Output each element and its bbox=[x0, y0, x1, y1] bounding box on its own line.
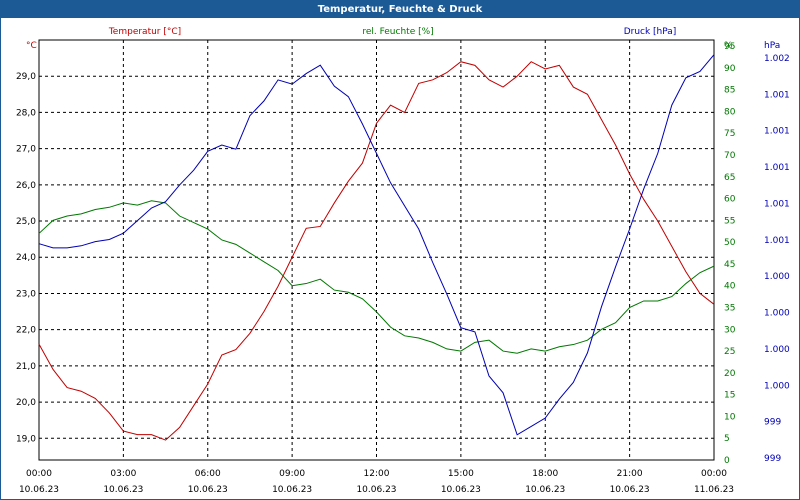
plot-area-frame bbox=[38, 39, 715, 461]
x-date-label: 10.06.23 bbox=[441, 485, 481, 495]
x-date-label: 10.06.23 bbox=[103, 485, 143, 495]
humidity-tick-label: 60 bbox=[724, 195, 736, 205]
humidity-tick-label: 90 bbox=[724, 64, 736, 74]
pressure-tick-label: 999 bbox=[764, 454, 781, 464]
grid-lines bbox=[39, 40, 714, 460]
temperature-tick-label: 28,0 bbox=[16, 108, 36, 118]
humidity-tick-label: 45 bbox=[724, 260, 735, 270]
humidity-tick-label: 30 bbox=[724, 325, 736, 335]
x-time-label: 15:00 bbox=[448, 469, 474, 479]
pressure-tick-label: 999 bbox=[764, 418, 781, 428]
humidity-tick-label: 5 bbox=[724, 434, 730, 444]
temperature-tick-label: 24,0 bbox=[16, 253, 36, 263]
humidity-tick-label: 0 bbox=[724, 456, 730, 466]
x-time-label: 00:00 bbox=[26, 469, 52, 479]
pressure-tick-label: 1.001 bbox=[764, 236, 790, 246]
x-time-label: 00:00 bbox=[701, 469, 727, 479]
humidity-tick-label: 25 bbox=[724, 347, 735, 357]
humidity-tick-label: 85 bbox=[724, 86, 735, 96]
humidity-tick-label: 20 bbox=[724, 369, 736, 379]
temperature-tick-label: 21,0 bbox=[16, 362, 36, 372]
temperature-tick-label: 20,0 bbox=[16, 398, 36, 408]
humidity-tick-label: 40 bbox=[724, 282, 736, 292]
series-line-humidity bbox=[38, 200, 715, 354]
x-time-label: 12:00 bbox=[364, 469, 390, 479]
pressure-tick-label: 1.001 bbox=[764, 163, 790, 173]
x-date-label: 10.06.23 bbox=[19, 485, 59, 495]
x-date-label: 10.06.23 bbox=[610, 485, 650, 495]
temperature-tick-label: 23,0 bbox=[16, 289, 36, 299]
humidity-tick-label: 70 bbox=[724, 151, 736, 161]
x-date-label: 10.06.23 bbox=[356, 485, 396, 495]
humidity-tick-label: 75 bbox=[724, 129, 735, 139]
series-line-pressure bbox=[38, 54, 715, 436]
temperature-tick-label: 25,0 bbox=[16, 217, 36, 227]
temperature-tick-label: 26,0 bbox=[16, 181, 36, 191]
axis-labels: 19,0 20,0 21,0 22,0 23,0 24,0 25,0 26,0 27,0 28,0… bbox=[16, 41, 790, 495]
x-date-label: 10.06.23 bbox=[525, 485, 565, 495]
pressure-unit-label: hPa bbox=[764, 41, 780, 51]
humidity-tick-label: 10 bbox=[724, 412, 736, 422]
humidity-tick-label: 50 bbox=[724, 238, 736, 248]
temperature-tick-label: 19,0 bbox=[16, 434, 36, 444]
x-time-label: 21:00 bbox=[617, 469, 643, 479]
x-date-label: 11.06.23 bbox=[694, 485, 734, 495]
axis-titles: Temperatur [°C] rel. Feuchte [%] Druck [hP… bbox=[108, 27, 676, 37]
pressure-tick-label: 1.001 bbox=[764, 90, 790, 100]
temperature-unit-label: °C bbox=[26, 41, 37, 51]
humidity-tick-label: 80 bbox=[724, 107, 736, 117]
pressure-tick-label: 1.000 bbox=[764, 272, 790, 282]
chart-title-bar: Temperatur, Feuchte & Druck bbox=[1, 1, 799, 18]
humidity-tick-label: 95 bbox=[724, 42, 735, 52]
pressure-tick-label: 1.000 bbox=[764, 381, 790, 391]
x-date-label: 10.06.23 bbox=[272, 485, 312, 495]
series-lines bbox=[38, 54, 715, 441]
temperature-tick-label: 27,0 bbox=[16, 145, 36, 155]
x-time-label: 06:00 bbox=[195, 469, 221, 479]
temperature-tick-label: 29,0 bbox=[16, 72, 36, 82]
temperature-axis-title: Temperatur [°C] bbox=[108, 27, 181, 37]
humidity-tick-label: 15 bbox=[724, 391, 735, 401]
x-time-label: 18:00 bbox=[532, 469, 558, 479]
temperature-tick-label: 22,0 bbox=[16, 326, 36, 336]
pressure-tick-label: 1.002 bbox=[764, 54, 790, 64]
pressure-tick-label: 1.001 bbox=[764, 127, 790, 137]
humidity-axis-title: rel. Feuchte [%] bbox=[362, 27, 433, 37]
pressure-tick-label: 1.000 bbox=[764, 309, 790, 319]
humidity-tick-label: 55 bbox=[724, 216, 735, 226]
x-date-label: 10.06.23 bbox=[188, 485, 228, 495]
series-line-temperature bbox=[38, 61, 715, 441]
x-time-label: 03:00 bbox=[110, 469, 136, 479]
humidity-tick-label: 65 bbox=[724, 173, 735, 183]
pressure-tick-label: 1.000 bbox=[764, 345, 790, 355]
pressure-axis-title: Druck [hPa] bbox=[624, 27, 677, 37]
humidity-tick-label: 35 bbox=[724, 304, 735, 314]
pressure-tick-label: 1.001 bbox=[764, 199, 790, 209]
humidity-unit-label: % bbox=[724, 41, 733, 51]
x-time-label: 09:00 bbox=[279, 469, 305, 479]
